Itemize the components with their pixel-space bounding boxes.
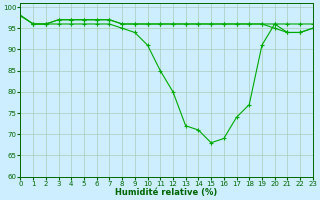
X-axis label: Humidité relative (%): Humidité relative (%)	[116, 188, 218, 197]
